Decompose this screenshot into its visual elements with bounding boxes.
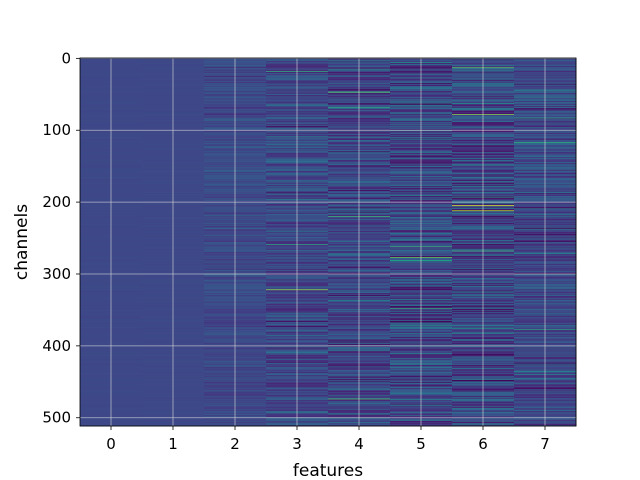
y-axis-ticks: 0 100 200 300 400 500 [42, 49, 80, 427]
x-tick-label: 5 [416, 435, 426, 453]
x-tick-label: 6 [478, 435, 488, 453]
x-tick-label: 1 [168, 435, 178, 453]
y-tick-label: 500 [42, 409, 71, 427]
x-tick-label: 3 [292, 435, 302, 453]
x-axis-ticks: 0 1 2 3 4 5 6 7 [106, 426, 550, 453]
heatmap-cells [80, 58, 577, 427]
y-tick-label: 400 [42, 337, 71, 355]
plot-frame [79, 57, 577, 427]
x-tick-label: 0 [106, 435, 116, 453]
y-tick-label: 200 [42, 193, 71, 211]
y-axis-label: channels [12, 204, 32, 280]
grid-lines [80, 57, 576, 426]
y-tick-label: 100 [42, 121, 71, 139]
x-axis-label: features [293, 461, 363, 480]
x-tick-label: 4 [354, 435, 364, 453]
y-tick-label: 300 [42, 265, 71, 283]
x-tick-label: 2 [230, 435, 240, 453]
x-tick-label: 7 [540, 435, 550, 453]
y-tick-label: 0 [61, 49, 71, 67]
